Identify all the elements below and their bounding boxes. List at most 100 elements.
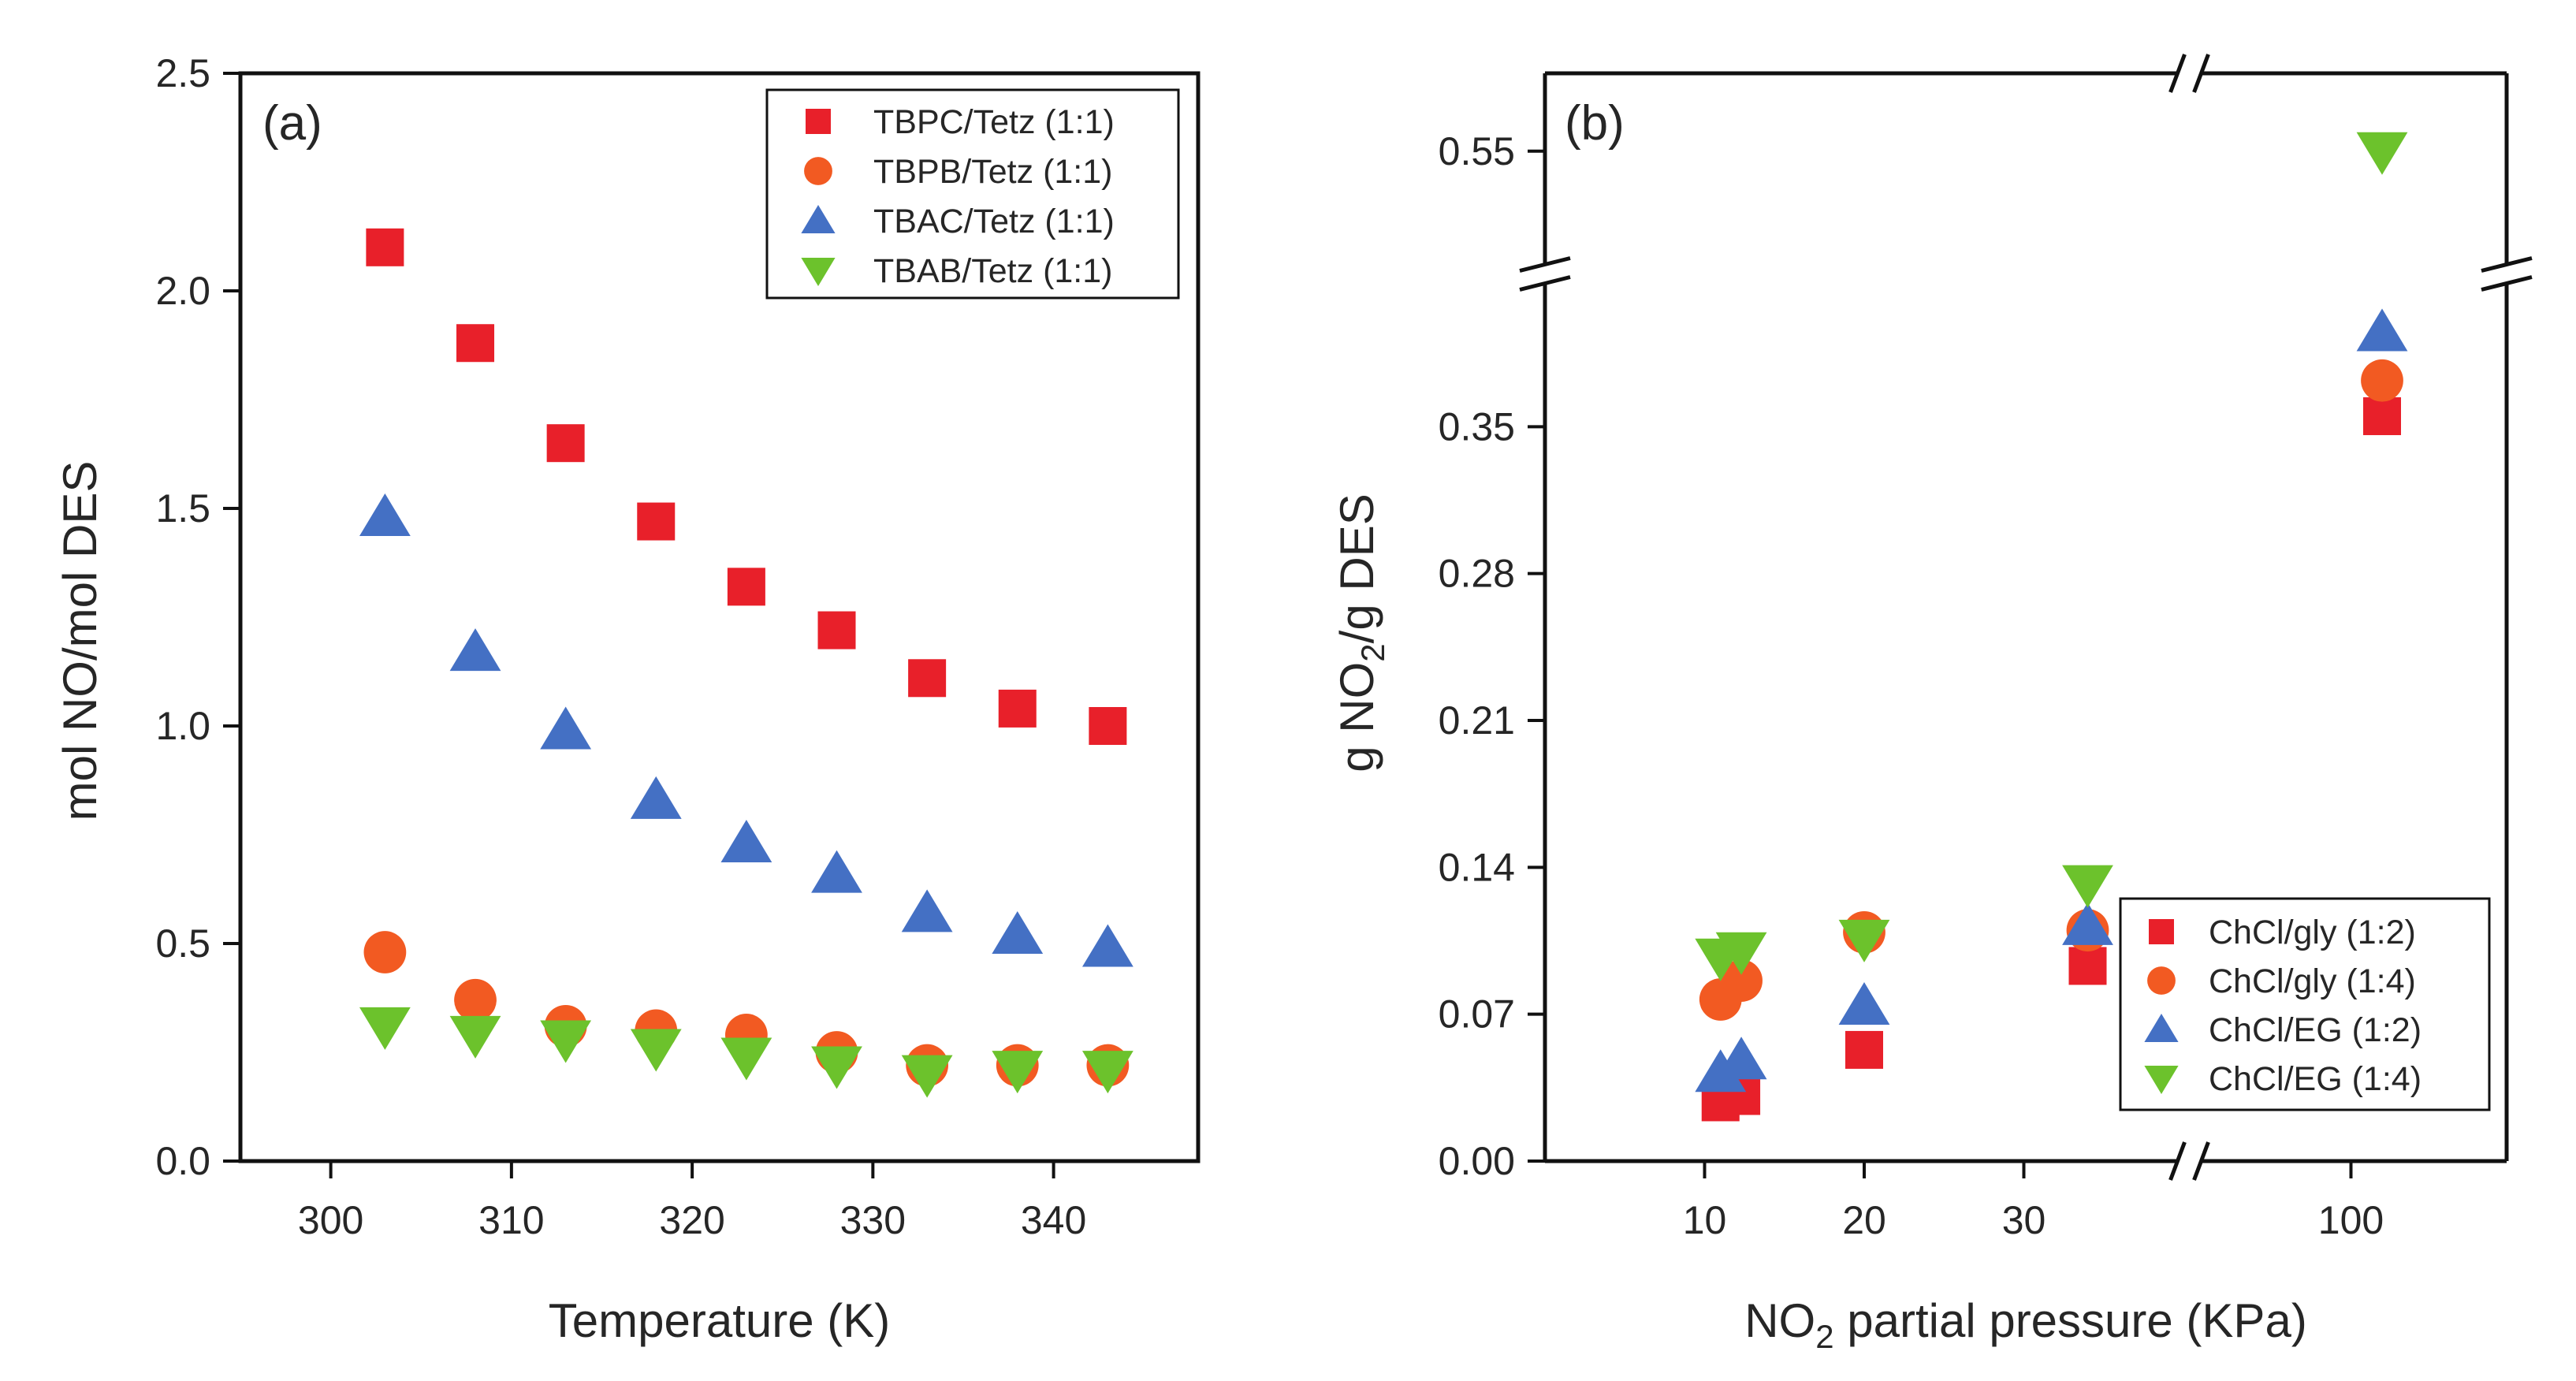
x-tick-label: 330 [840,1198,906,1242]
y-axis-break-mark [2481,256,2533,273]
panel-a-chart: 300 310 320 330 340 0.0 0.5 1.0 1.5 2.0 2.5 Tempera… [54,51,1201,1347]
data-point-chcl-eg-1-4 [2062,865,2113,908]
legend-marker-tbpc-tetz-1-1 [806,109,831,134]
data-point-tbpc-tetz-1-1 [546,424,585,463]
data-point-tbpc-tetz-1-1 [998,689,1037,728]
data-point-tbpc-tetz-1-1 [366,228,404,266]
y-tick-label: 0.14 [1439,845,1515,889]
legend-marker-chcl-gly-1-4 [2147,966,2176,995]
legend-box [765,88,1180,300]
x-tick-label: 300 [298,1198,363,1242]
y-axis-label-subscript: 2 [1354,643,1391,661]
data-point-tbpc-tetz-1-1 [727,568,765,606]
data-point-chcl-gly-1-2 [2068,947,2107,985]
data-point-chcl-gly-1-4 [1720,959,1763,1002]
data-point-tbac-tetz-1-1 [992,910,1044,954]
panel-label-a: (a) [262,96,322,151]
data-point-tbpc-tetz-1-1 [1089,707,1127,745]
data-point-tbab-tetz-1-1 [811,1046,862,1089]
x-axis-break-mark [2192,1141,2210,1181]
data-point-chcl-eg-1-4 [1838,919,1890,962]
x-tick-label: 20 [1842,1198,1886,1242]
y-axis-label-suffix: /g DES [1331,493,1383,643]
data-point-tbab-tetz-1-1 [720,1037,772,1081]
y-tick-label: 0.5 [155,921,210,966]
data-point-chcl-eg-1-2 [1695,1049,1747,1093]
x-tick-label: 30 [2002,1198,2046,1242]
y-tick-label: 0.55 [1439,129,1515,173]
legend-marker-tbac-tetz-1-1 [801,205,836,233]
data-point-tbac-tetz-1-1 [1081,924,1134,967]
data-point-tbab-tetz-1-1 [1081,1051,1134,1094]
x-axis-label: Temperature (K) [549,1294,890,1347]
data-point-tbab-tetz-1-1 [540,1020,592,1063]
data-point-tbab-tetz-1-1 [359,1007,411,1050]
x-axis-label: NO2 partial pressure (KPa) [1744,1294,2307,1355]
legend-label: TBAB/Tetz (1:1) [873,252,1112,290]
panel-b-chart: 10 20 30 100 0.00 0.07 0.14 0.21 0.28 0.35 0.55 NO2… [1331,54,2533,1355]
data-point-tbab-tetz-1-1 [630,1029,682,1072]
x-tick-label: 310 [478,1198,544,1242]
data-point-tbpb-tetz-1-1 [363,931,407,973]
legend-marker-chcl-eg-1-4 [2144,1066,2179,1094]
data-point-tbab-tetz-1-1 [449,1015,501,1059]
x-tick-label: 100 [2318,1198,2384,1242]
data-point-chcl-eg-1-2 [2356,308,2408,352]
y-axis-break-mark [2481,275,2533,292]
data-point-tbac-tetz-1-1 [359,493,411,537]
legend-marker-tbab-tetz-1-1 [801,258,836,286]
x-tick-label: 340 [1021,1198,1086,1242]
data-point-tbac-tetz-1-1 [449,628,501,672]
y-tick-label: 0.07 [1439,992,1515,1037]
legend-label: TBAC/Tetz (1:1) [873,203,1115,240]
x-axis-label-subscript: 2 [1815,1318,1833,1355]
legend-label: ChCl/gly (1:2) [2209,914,2416,951]
x-axis-break-mark [2168,54,2187,93]
y-axis-label: g NO2/g DES [1331,493,1391,772]
x-axis-break-mark [2168,1141,2187,1181]
data-point-tbac-tetz-1-1 [540,706,592,750]
data-point-chcl-gly-1-2 [1845,1030,1883,1069]
data-point-tbac-tetz-1-1 [720,820,772,863]
panel-label-b: (b) [1565,96,1625,151]
legend-box [2119,897,2491,1111]
panel-a-frame [238,71,1201,1163]
data-point-chcl-eg-1-2 [1838,982,1890,1026]
x-axis-break-mark [2192,54,2210,93]
data-point-tbab-tetz-1-1 [992,1051,1044,1094]
data-point-tbpc-tetz-1-1 [456,324,495,363]
data-point-chcl-eg-1-2 [1715,1037,1767,1080]
y-tick-label: 0.0 [155,1139,210,1183]
y-tick-label: 2.0 [155,269,210,313]
data-point-tbac-tetz-1-1 [630,776,682,819]
y-tick-label: 0.21 [1439,698,1515,743]
y-axis-break-mark [1519,256,1571,273]
legend-marker-tbpb-tetz-1-1 [804,157,832,185]
legend-marker-chcl-eg-1-2 [2144,1014,2179,1042]
legend-label: ChCl/EG (1:4) [2209,1060,2422,1098]
y-axis-label-prefix: g NO [1331,662,1383,772]
y-tick-label: 1.0 [155,704,210,748]
y-tick-label: 0.28 [1439,552,1515,596]
y-tick-label: 2.5 [155,51,210,95]
data-point-tbab-tetz-1-1 [901,1055,953,1098]
x-tick-label: 10 [1683,1198,1727,1242]
data-point-tbpc-tetz-1-1 [817,611,856,650]
x-tick-label: 320 [659,1198,724,1242]
data-point-chcl-eg-1-4 [1715,932,1767,975]
data-point-chcl-gly-1-4 [2361,359,2403,402]
legend-label: ChCl/EG (1:2) [2209,1011,2422,1049]
legend-marker-chcl-gly-1-2 [2149,919,2174,944]
data-point-tbpc-tetz-1-1 [637,502,676,541]
data-point-chcl-gly-1-2 [2363,397,2401,436]
data-point-tbpb-tetz-1-1 [454,978,497,1022]
y-tick-label: 1.5 [155,486,210,530]
y-tick-label: 0.00 [1439,1139,1515,1183]
y-tick-label: 0.35 [1439,404,1515,449]
legend-label: TBPB/Tetz (1:1) [873,153,1112,191]
data-point-tbpc-tetz-1-1 [908,659,947,698]
data-point-chcl-eg-1-4 [2356,132,2408,175]
data-point-chcl-eg-1-2 [2062,902,2113,945]
data-point-tbac-tetz-1-1 [901,889,953,932]
